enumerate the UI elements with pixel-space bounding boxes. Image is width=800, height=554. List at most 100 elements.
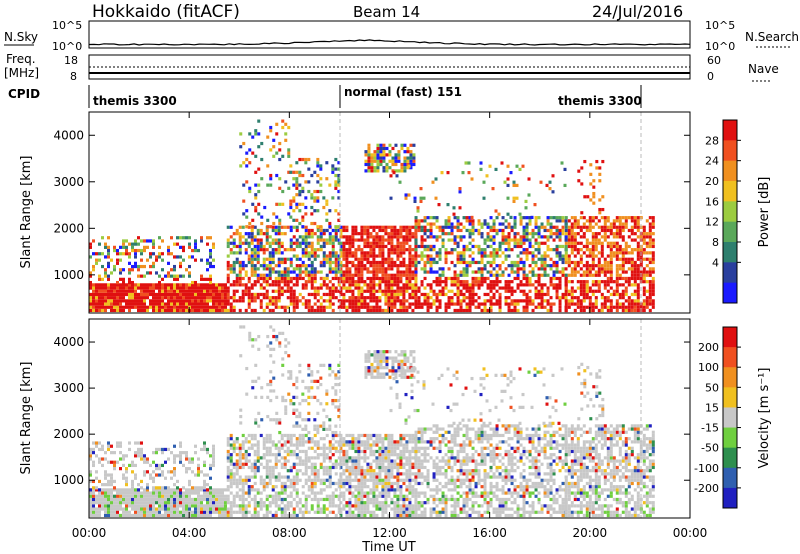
data-cell [259, 244, 263, 249]
data-cell [212, 296, 215, 300]
data-cell [245, 151, 249, 155]
data-cell [504, 299, 508, 303]
data-cell [594, 241, 598, 245]
data-cell [426, 228, 430, 233]
data-cell [642, 238, 646, 242]
data-cell [342, 283, 346, 287]
data-cell [179, 283, 182, 287]
data-cell [573, 219, 577, 223]
data-cell [104, 268, 107, 272]
data-cell [113, 302, 116, 306]
data-cell [606, 225, 610, 229]
data-cell [146, 289, 149, 293]
data-cell [116, 305, 119, 309]
data-cell [381, 289, 385, 293]
data-cell [573, 260, 577, 265]
data-cell [212, 447, 215, 452]
data-cell [110, 479, 113, 484]
data-cell [224, 507, 227, 511]
data-cell [351, 289, 355, 293]
data-cell [268, 478, 272, 482]
data-cell [104, 302, 107, 306]
data-cell [576, 296, 580, 300]
data-cell [304, 465, 308, 470]
data-cell [194, 486, 197, 490]
data-cell [265, 510, 269, 514]
data-cell [245, 209, 249, 213]
data-cell [624, 289, 628, 293]
data-cell [101, 286, 104, 290]
data-cell [468, 260, 472, 265]
data-cell [301, 215, 305, 219]
data-cell [384, 296, 388, 300]
data-cell [158, 510, 161, 514]
data-cell [426, 216, 430, 220]
data-cell [516, 302, 520, 306]
data-cell [510, 308, 514, 313]
data-cell [229, 270, 233, 274]
data-cell [185, 283, 188, 287]
data-cell [369, 235, 373, 239]
data-cell [603, 225, 607, 229]
ytick-label: 3000 [53, 175, 84, 189]
data-cell [612, 219, 616, 223]
data-cell [601, 195, 605, 199]
data-cell [471, 276, 475, 281]
data-cell [158, 292, 161, 297]
data-cell [322, 478, 326, 482]
data-cell [119, 444, 122, 448]
data-cell [271, 465, 275, 470]
data-cell [337, 254, 341, 258]
data-cell [218, 497, 221, 502]
data-cell [648, 244, 652, 249]
data-cell [253, 225, 257, 229]
data-cell [600, 235, 604, 239]
data-cell [104, 507, 107, 511]
data-cell [453, 280, 457, 284]
data-cell [322, 488, 326, 492]
data-cell [633, 299, 637, 303]
data-cell [310, 241, 314, 245]
data-cell [283, 462, 287, 466]
data-cell [363, 264, 367, 268]
data-cell [295, 443, 299, 447]
data-cell [348, 235, 352, 239]
data-cell [555, 286, 559, 290]
data-cell [281, 119, 285, 123]
data-cell [328, 481, 332, 486]
data-cell [648, 222, 652, 226]
data-cell [591, 264, 595, 268]
data-cell [360, 225, 364, 229]
data-cell [257, 183, 261, 187]
data-cell [152, 476, 155, 480]
data-cell [241, 501, 245, 505]
data-cell [295, 218, 299, 222]
data-cell [337, 504, 341, 508]
data-cell [403, 166, 407, 170]
data-cell [366, 225, 370, 229]
data-cell [253, 264, 257, 268]
data-cell [334, 513, 338, 518]
data-cell [331, 494, 335, 498]
data-cell [621, 267, 625, 271]
data-cell [322, 292, 326, 297]
data-cell [582, 273, 586, 277]
data-cell [521, 164, 525, 168]
data-cell [412, 143, 416, 147]
data-cell [366, 241, 370, 245]
data-cell [528, 270, 532, 274]
data-cell [354, 308, 358, 313]
data-cell [328, 472, 332, 476]
data-cell [453, 308, 457, 313]
data-cell [576, 241, 580, 245]
data-cell [325, 283, 329, 287]
data-cell [152, 504, 155, 508]
data-cell [633, 225, 637, 229]
data-cell [515, 196, 519, 200]
data-cell [486, 254, 490, 258]
data-cell [295, 193, 299, 197]
data-cell [360, 257, 364, 261]
data-cell [573, 267, 577, 271]
data-cell [467, 171, 471, 175]
data-cell [256, 254, 260, 258]
